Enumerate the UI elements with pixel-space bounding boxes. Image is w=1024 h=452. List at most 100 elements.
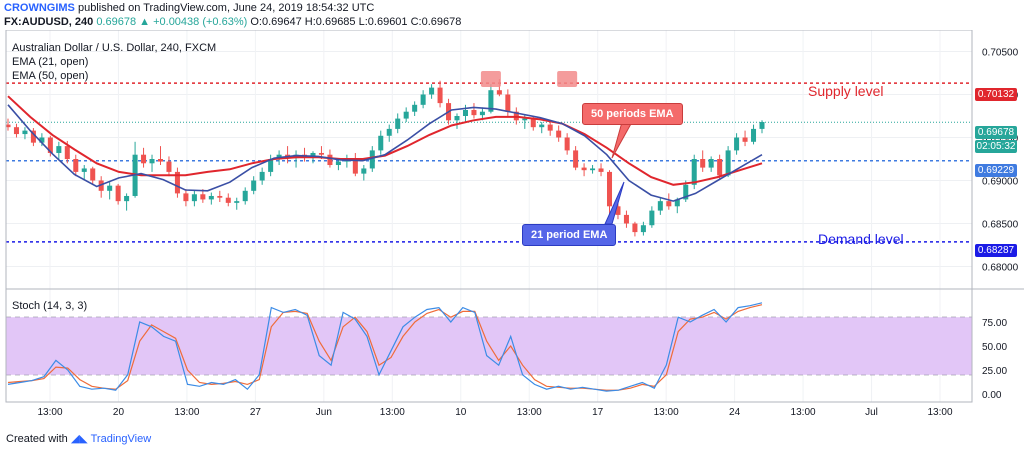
ema21-legend: EMA (21, open) bbox=[12, 56, 89, 68]
candle-body bbox=[183, 193, 189, 202]
footer: Created with ◢◣ TradingView bbox=[6, 432, 151, 445]
candle-body bbox=[242, 190, 248, 202]
stoch-tick-label: 75.00 bbox=[982, 318, 1007, 329]
candle-body bbox=[200, 194, 206, 200]
mid-price-tag: 0.69229 bbox=[975, 164, 1017, 177]
candle-body bbox=[13, 127, 19, 135]
countdown-tag: 02:05:32 bbox=[975, 140, 1017, 153]
candle-body bbox=[462, 109, 468, 116]
candle-body bbox=[539, 124, 545, 128]
candle-body bbox=[157, 159, 164, 162]
ema50-legend: EMA (50, open) bbox=[12, 70, 89, 82]
candle-body bbox=[5, 124, 11, 128]
candle-body bbox=[632, 223, 638, 233]
candle-body bbox=[98, 180, 104, 191]
candle-body bbox=[471, 109, 477, 116]
up-arrow-icon: ▲ bbox=[139, 16, 151, 28]
candle-body bbox=[725, 150, 731, 176]
price-change: +0.00438 (+0.63%) bbox=[153, 16, 248, 28]
time-tick-label: 13:00 bbox=[791, 407, 816, 418]
candle-body bbox=[717, 159, 723, 176]
candle-body bbox=[174, 171, 180, 194]
price-tick-label: 0.69500 bbox=[982, 134, 1019, 145]
tradingview-logo-icon: ◢◣ bbox=[70, 433, 88, 445]
candle-body bbox=[64, 146, 70, 159]
candle-body bbox=[700, 159, 706, 168]
candle-body bbox=[90, 168, 96, 181]
candle-body bbox=[683, 184, 689, 200]
candle-body bbox=[318, 152, 324, 155]
ema50-callout: 50 periods EMA bbox=[582, 103, 683, 125]
candle-body bbox=[496, 90, 502, 95]
stoch-tick-label: 50.00 bbox=[982, 342, 1007, 353]
last-price-tag: 0.69678 bbox=[975, 126, 1017, 139]
candle-body bbox=[30, 130, 36, 143]
candle-body bbox=[708, 159, 714, 168]
publish-info: published on TradingView.com, June 24, 2… bbox=[77, 2, 375, 14]
ema21-line bbox=[7, 104, 763, 202]
candle-body bbox=[47, 137, 53, 153]
ema50-pointer bbox=[611, 121, 633, 159]
tradingview-brand[interactable]: TradingView bbox=[90, 433, 152, 445]
candle-body bbox=[573, 150, 579, 168]
candle-body bbox=[657, 201, 663, 211]
candle-body bbox=[623, 214, 629, 224]
time-tick-label: 13:00 bbox=[654, 407, 679, 418]
demand-label: Demand level bbox=[818, 231, 904, 247]
time-tick-label: 13:00 bbox=[174, 407, 199, 418]
candle-body bbox=[606, 171, 613, 207]
time-tick-label: 13:00 bbox=[517, 407, 542, 418]
candle-body bbox=[505, 94, 511, 112]
symbol-label: FX:AUDUSD, 240 bbox=[4, 16, 94, 28]
time-tick-label: 24 bbox=[729, 407, 741, 418]
candle-body bbox=[395, 118, 401, 129]
candle-body bbox=[615, 206, 621, 215]
candle-body bbox=[420, 94, 426, 105]
candle-body bbox=[327, 154, 333, 166]
time-tick-label: 10 bbox=[455, 407, 467, 418]
time-tick-label: 17 bbox=[592, 407, 604, 418]
candle-body bbox=[674, 199, 680, 207]
created-with: Created with bbox=[6, 433, 68, 445]
author-name[interactable]: CROWNGIMS bbox=[4, 2, 75, 14]
candle-body bbox=[115, 185, 121, 202]
candle-body bbox=[734, 137, 740, 151]
candle-body bbox=[479, 111, 485, 116]
demand-price-tag: 0.68287 bbox=[975, 244, 1017, 257]
time-tick-label: 13:00 bbox=[380, 407, 405, 418]
candle-body bbox=[141, 154, 147, 164]
candle-body bbox=[107, 185, 113, 191]
price-tick-label: 0.69000 bbox=[982, 177, 1019, 188]
candle-body bbox=[73, 159, 79, 172]
candle-body bbox=[378, 135, 384, 151]
supply-label: Supply level bbox=[808, 83, 884, 99]
stoch-tick-label: 25.00 bbox=[982, 366, 1007, 377]
symbol-line: FX:AUDUSD, 240 0.69678 ▲ +0.00438 (+0.63… bbox=[4, 16, 461, 28]
candle-body bbox=[268, 159, 274, 172]
price-tick-label: 0.68000 bbox=[982, 263, 1019, 274]
candle-body bbox=[598, 168, 604, 172]
time-tick-label: Jul bbox=[865, 407, 878, 418]
candle-body bbox=[56, 146, 62, 153]
time-tick-label: 20 bbox=[113, 407, 125, 418]
candles bbox=[5, 79, 765, 237]
candle-body bbox=[22, 130, 28, 135]
candle-body bbox=[251, 180, 257, 191]
close-value: C:0.69678 bbox=[410, 16, 462, 28]
candle-body bbox=[386, 128, 392, 136]
stoch-legend: Stoch (14, 3, 3) bbox=[12, 300, 88, 312]
candle-body bbox=[556, 130, 562, 138]
candle-body bbox=[666, 201, 672, 207]
ema50-line bbox=[7, 95, 763, 186]
candle-body bbox=[234, 201, 240, 203]
candle-body bbox=[581, 167, 587, 171]
candle-body bbox=[590, 168, 596, 171]
supply-marker bbox=[480, 71, 501, 88]
candle-body bbox=[759, 122, 765, 129]
header-bar: CROWNGIMS published on TradingView.com, … bbox=[0, 0, 1024, 30]
chart-canvas[interactable]: 0.705000.700000.695000.690000.685000.680… bbox=[0, 30, 1024, 430]
candle-body bbox=[310, 152, 316, 157]
price-tick-label: 0.70500 bbox=[982, 48, 1019, 59]
candle-body bbox=[166, 161, 172, 172]
candle-body bbox=[369, 150, 375, 169]
